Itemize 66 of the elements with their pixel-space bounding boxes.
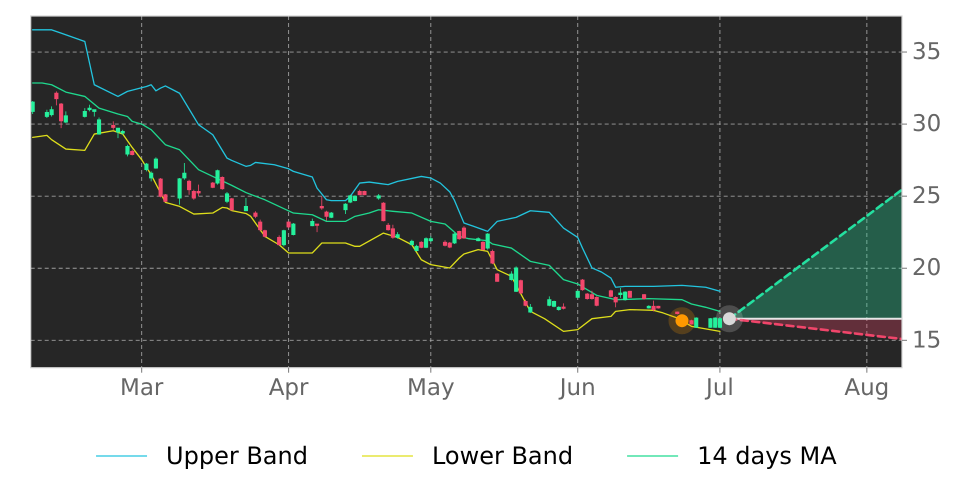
candlestick bbox=[286, 221, 291, 228]
candlestick bbox=[495, 272, 500, 282]
candlestick bbox=[230, 198, 234, 212]
candlestick bbox=[220, 176, 224, 190]
candlestick bbox=[277, 234, 282, 246]
candlestick bbox=[694, 316, 698, 328]
x-tick-label: Mar bbox=[120, 375, 164, 401]
candlestick bbox=[329, 212, 334, 218]
candlestick bbox=[476, 237, 480, 242]
candlestick bbox=[556, 306, 561, 312]
candlestick bbox=[149, 170, 154, 182]
candlestick bbox=[486, 232, 490, 250]
candlestick bbox=[642, 294, 646, 300]
candlestick bbox=[628, 290, 632, 298]
candlestick bbox=[518, 279, 523, 294]
candlestick bbox=[490, 249, 494, 264]
candlestick bbox=[396, 232, 400, 240]
legend-label: Upper Band bbox=[166, 442, 308, 470]
candlestick bbox=[576, 290, 580, 298]
y-tick-label: 35 bbox=[912, 39, 942, 66]
candlestick bbox=[324, 210, 329, 222]
candlestick bbox=[244, 198, 248, 212]
candlestick bbox=[381, 202, 386, 222]
candlestick bbox=[689, 319, 694, 325]
x-tick-label: Jun bbox=[558, 375, 596, 401]
candlestick bbox=[480, 240, 485, 252]
candlestick bbox=[182, 162, 186, 180]
candlestick bbox=[291, 222, 296, 236]
candlestick bbox=[343, 202, 348, 214]
x-tick-label: May bbox=[407, 375, 455, 401]
candlestick bbox=[376, 194, 381, 200]
candlestick bbox=[258, 219, 262, 232]
x-tick-label: Apr bbox=[268, 375, 310, 401]
candlestick bbox=[580, 278, 585, 292]
x-tick-label: Aug bbox=[844, 375, 890, 401]
candlestick bbox=[253, 210, 258, 218]
candlestick bbox=[144, 162, 148, 172]
candlestick bbox=[215, 169, 220, 186]
y-tick-label: 30 bbox=[912, 111, 942, 138]
candlestick bbox=[320, 196, 324, 210]
candlestick bbox=[614, 296, 618, 308]
candlestick bbox=[154, 157, 158, 170]
candlestick bbox=[528, 304, 532, 314]
candlestick bbox=[314, 224, 320, 232]
legend-label: Lower Band bbox=[432, 442, 574, 470]
candlestick bbox=[561, 303, 566, 310]
candlestick bbox=[262, 229, 267, 238]
legend-label: 14 days MA bbox=[697, 442, 838, 470]
candlestick bbox=[187, 179, 192, 196]
y-tick-label: 15 bbox=[912, 327, 942, 354]
candlestick bbox=[178, 178, 182, 206]
candlestick bbox=[608, 289, 613, 298]
y-tick-label: 25 bbox=[912, 183, 942, 210]
candlestick bbox=[452, 232, 457, 244]
candlestick bbox=[410, 239, 414, 246]
y-tick-label: 20 bbox=[912, 255, 942, 282]
candlestick bbox=[310, 218, 314, 227]
candlestick bbox=[524, 299, 528, 307]
candlestick bbox=[675, 311, 680, 315]
candlestick bbox=[224, 192, 230, 204]
candlestick bbox=[419, 240, 424, 248]
candlestick bbox=[282, 229, 286, 247]
x-tick-label: Jul bbox=[704, 375, 734, 401]
candlestick bbox=[210, 182, 215, 188]
candlestick bbox=[646, 304, 651, 310]
candlestick bbox=[414, 244, 419, 252]
